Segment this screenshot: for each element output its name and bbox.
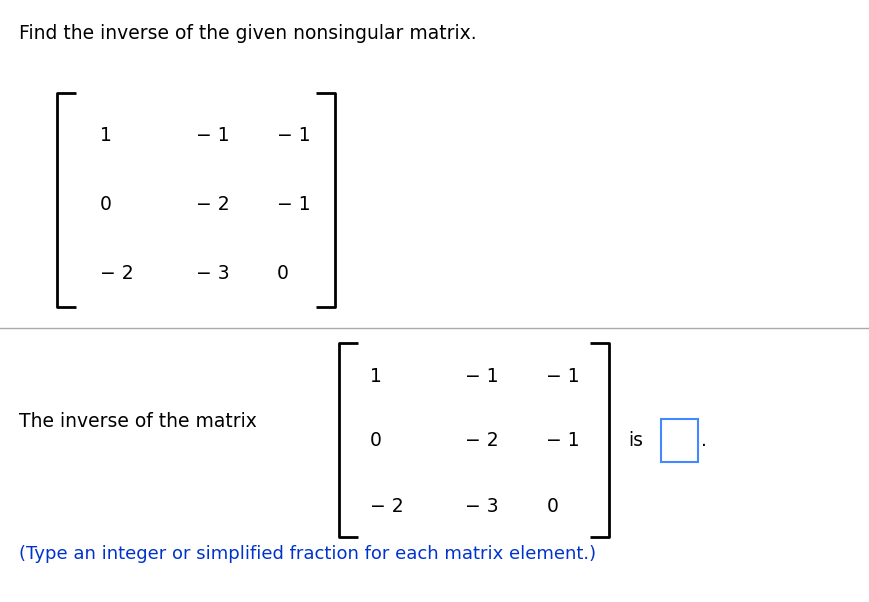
Text: The inverse of the matrix: The inverse of the matrix xyxy=(19,412,256,431)
Text: − 1: − 1 xyxy=(196,126,229,145)
Text: − 1: − 1 xyxy=(276,195,310,214)
Text: 1: 1 xyxy=(369,367,381,386)
Text: − 1: − 1 xyxy=(276,126,310,145)
Text: − 3: − 3 xyxy=(465,497,499,517)
Bar xyxy=(660,419,697,462)
Text: 0: 0 xyxy=(369,431,381,450)
Text: − 1: − 1 xyxy=(465,367,499,386)
Text: − 2: − 2 xyxy=(465,431,499,450)
Text: 0: 0 xyxy=(546,497,558,517)
Text: 1: 1 xyxy=(100,126,112,145)
Text: 0: 0 xyxy=(276,264,289,284)
Text: .: . xyxy=(700,431,706,450)
Text: (Type an integer or simplified fraction for each matrix element.): (Type an integer or simplified fraction … xyxy=(19,545,595,563)
Text: Find the inverse of the given nonsingular matrix.: Find the inverse of the given nonsingula… xyxy=(19,24,476,43)
Text: − 1: − 1 xyxy=(546,431,580,450)
Text: − 1: − 1 xyxy=(546,367,580,386)
Text: − 3: − 3 xyxy=(196,264,229,284)
Text: 0: 0 xyxy=(100,195,112,214)
Text: is: is xyxy=(627,431,642,450)
Text: − 2: − 2 xyxy=(100,264,134,284)
Text: − 2: − 2 xyxy=(196,195,229,214)
Text: − 2: − 2 xyxy=(369,497,403,517)
